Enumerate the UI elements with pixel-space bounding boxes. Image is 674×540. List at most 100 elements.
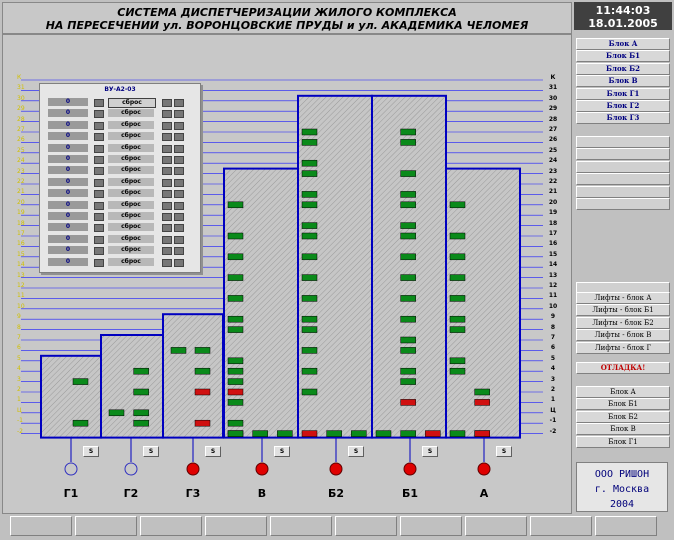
s-button-В[interactable]: S [274,445,290,457]
sensor-ok[interactable] [301,128,318,136]
reset-button[interactable]: сброс [108,212,154,220]
sidebar-lift-button[interactable]: Лифты - блок Г [576,341,670,354]
sensor-ok[interactable] [133,388,149,396]
s-button-Г3[interactable]: S [205,445,221,457]
sensor-ok[interactable] [227,357,244,365]
sidebar-disabled-button[interactable] [576,136,670,148]
s-button-Г1[interactable]: S [83,445,99,457]
sensor-ok[interactable] [227,378,244,385]
building-status-indicator[interactable] [64,462,78,476]
sensor-alarm[interactable] [227,388,244,396]
sensor-ok[interactable] [252,430,268,437]
sensor-alarm[interactable] [301,430,318,437]
sensor-ok[interactable] [301,139,318,146]
sensor-ok[interactable] [301,201,318,209]
sensor-ok[interactable] [400,191,416,198]
sensor-ok[interactable] [449,201,466,209]
reset-button[interactable]: сброс [108,234,154,243]
sensor-ok[interactable] [170,347,187,354]
sensor-ok[interactable] [301,191,318,198]
debug-block-button[interactable]: Блок Б2 [576,410,670,423]
sidebar-block-button[interactable]: Блок Г2 [576,100,670,112]
reset-button[interactable]: сброс [108,257,154,266]
sensor-ok[interactable] [301,295,318,302]
sensor-ok[interactable] [400,295,416,302]
building-status-indicator[interactable] [403,462,417,476]
sensor-ok[interactable] [400,201,416,209]
building-status-indicator[interactable] [477,462,491,476]
reset-button[interactable]: сброс [108,177,154,186]
reset-button[interactable]: сброс [108,120,154,129]
sidebar-block-button[interactable]: Блок Г3 [576,112,670,125]
sensor-alarm[interactable] [194,388,211,396]
debug-block-button[interactable]: Блок А [576,386,670,398]
sensor-ok[interactable] [449,315,466,323]
sensor-ok[interactable] [449,232,466,240]
reset-button[interactable]: сброс [108,155,154,163]
sensor-ok[interactable] [449,357,466,365]
sensor-ok[interactable] [227,419,244,427]
sensor-ok[interactable] [400,139,416,146]
building-outline-Б2[interactable] [297,94,373,439]
sidebar-block-button[interactable]: Блок В [576,75,670,88]
sensor-ok[interactable] [133,409,149,417]
sensor-ok[interactable] [474,388,490,396]
sensor-ok[interactable] [301,326,318,333]
reset-button[interactable]: сброс [108,109,154,118]
sensor-ok[interactable] [227,274,244,281]
sensor-ok[interactable] [400,367,416,375]
sidebar-lift-button[interactable]: Лифты - блок А [576,292,670,304]
reset-button[interactable]: сброс [108,223,154,232]
s-button-А[interactable]: S [496,445,512,457]
sensor-ok[interactable] [277,430,293,437]
sensor-ok[interactable] [301,347,318,354]
debug-block-button[interactable]: Блок Г1 [576,435,670,448]
sidebar-block-button[interactable]: Блок Г1 [576,87,670,100]
sensor-ok[interactable] [227,253,244,261]
sensor-ok[interactable] [449,326,466,333]
sensor-ok[interactable] [227,232,244,240]
sensor-ok[interactable] [351,430,367,437]
sensor-ok[interactable] [400,315,416,323]
sensor-ok[interactable] [194,347,211,354]
sensor-ok[interactable] [301,315,318,323]
sensor-ok[interactable] [108,409,125,417]
sensor-ok[interactable] [400,222,416,229]
debug-block-button[interactable]: Блок В [576,423,670,436]
sensor-ok[interactable] [301,232,318,240]
sensor-ok[interactable] [400,347,416,354]
debug-block-button[interactable]: Блок Б1 [576,398,670,411]
sensor-ok[interactable] [301,222,318,229]
sidebar-block-button[interactable]: Блок Б1 [576,50,670,63]
sidebar-block-button[interactable]: Блок Б2 [576,62,670,75]
sensor-ok[interactable] [400,253,416,261]
sensor-ok[interactable] [72,419,89,427]
sidebar-disabled-button[interactable] [576,173,670,186]
sensor-alarm[interactable] [400,399,416,406]
sensor-ok[interactable] [227,367,244,375]
sensor-ok[interactable] [400,232,416,240]
sensor-ok[interactable] [194,367,211,375]
s-button-Б1[interactable]: S [422,445,438,457]
reset-button[interactable]: сброс [108,246,154,255]
sensor-ok[interactable] [301,367,318,375]
sidebar-lift-button[interactable]: Лифты - блок Б2 [576,316,670,329]
sensor-ok[interactable] [227,326,244,333]
sensor-ok[interactable] [227,315,244,323]
sidebar-disabled-button[interactable] [576,148,670,161]
building-status-indicator[interactable] [124,462,138,476]
reset-button[interactable]: сброс [108,98,156,108]
sensor-ok[interactable] [400,430,416,437]
sensor-ok[interactable] [400,378,416,385]
sensor-ok[interactable] [301,170,318,177]
sensor-ok[interactable] [227,201,244,209]
sidebar-disabled-button[interactable] [576,160,670,173]
reset-button[interactable]: сброс [108,200,154,209]
sensor-ok[interactable] [72,378,89,385]
debug-button[interactable]: ОТЛАДКА! [576,362,670,374]
sensor-ok[interactable] [301,159,318,167]
sensor-alarm[interactable] [194,419,211,427]
building-status-indicator[interactable] [186,462,200,476]
reset-button[interactable]: сброс [108,143,154,152]
sensor-ok[interactable] [400,274,416,281]
